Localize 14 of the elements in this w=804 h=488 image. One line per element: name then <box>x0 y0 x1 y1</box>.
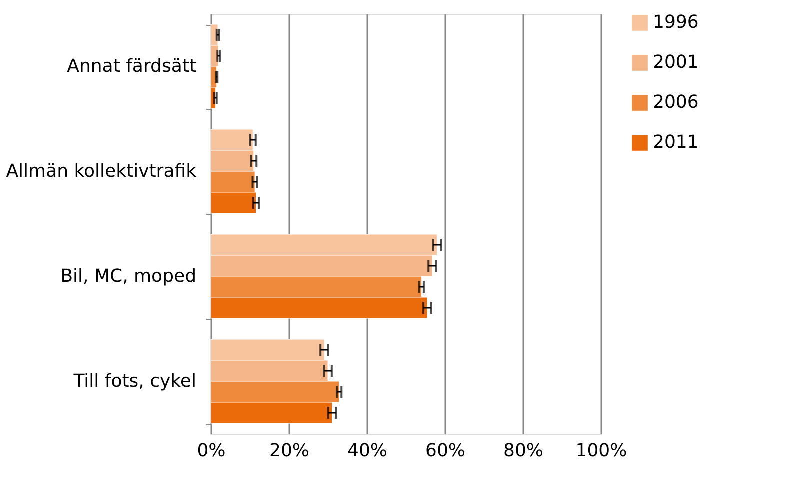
y-tick-label: Bil, MC, moped <box>60 266 196 287</box>
legend-label: 2011 <box>653 132 699 153</box>
y-tick-label: Annat färdsätt <box>67 56 196 77</box>
x-tick-label: 40% <box>347 440 388 462</box>
x-tick-label: 100% <box>576 440 628 462</box>
x-tick-label: 60% <box>425 440 466 462</box>
x-tick-label: 0% <box>197 440 226 462</box>
x-tick-label: 80% <box>503 440 544 462</box>
legend-label: 2001 <box>653 52 699 73</box>
y-tick-label: Till fots, cykel <box>72 371 196 392</box>
x-tick-label: 20% <box>269 440 310 462</box>
legend-label: 2006 <box>653 92 699 113</box>
legend-label: 1996 <box>653 12 699 33</box>
y-tick-label: Allmän kollektivtrafik <box>6 161 198 182</box>
